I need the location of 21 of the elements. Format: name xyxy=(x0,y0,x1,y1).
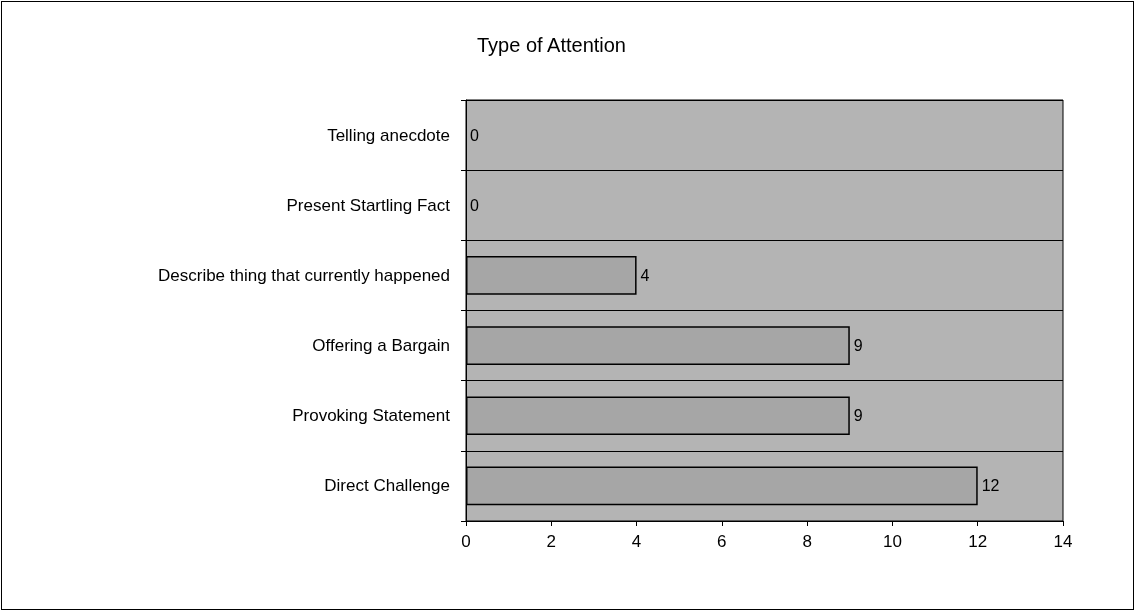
data-label: 4 xyxy=(640,266,650,284)
y-tick-label: Describe thing that currently happened xyxy=(157,265,450,285)
x-tick-label: 12 xyxy=(968,532,988,551)
data-label: 0 xyxy=(470,126,479,144)
y-tick-label: Present Startling Fact xyxy=(286,195,451,215)
data-label: 9 xyxy=(853,407,863,425)
x-tick-label: 0 xyxy=(461,532,471,551)
x-tick-label: 8 xyxy=(802,532,812,551)
x-tick-label: 6 xyxy=(717,532,727,551)
data-label: 9 xyxy=(853,337,863,355)
y-tick-label: Direct Challenge xyxy=(324,476,450,496)
data-label: 0 xyxy=(470,196,479,214)
y-tick-label: Provoking Statement xyxy=(292,406,451,426)
x-tick-label: 10 xyxy=(882,532,902,551)
x-tick-label: 2 xyxy=(546,532,557,551)
x-tick-label: 14 xyxy=(1053,532,1073,551)
chart-title: Type of Attention xyxy=(477,34,626,56)
x-tick-label: 4 xyxy=(631,532,642,551)
y-tick-label: Telling anecdote xyxy=(327,125,450,145)
y-tick-label: Offering a Bargain xyxy=(312,336,450,356)
data-label: 12 xyxy=(981,477,1000,495)
